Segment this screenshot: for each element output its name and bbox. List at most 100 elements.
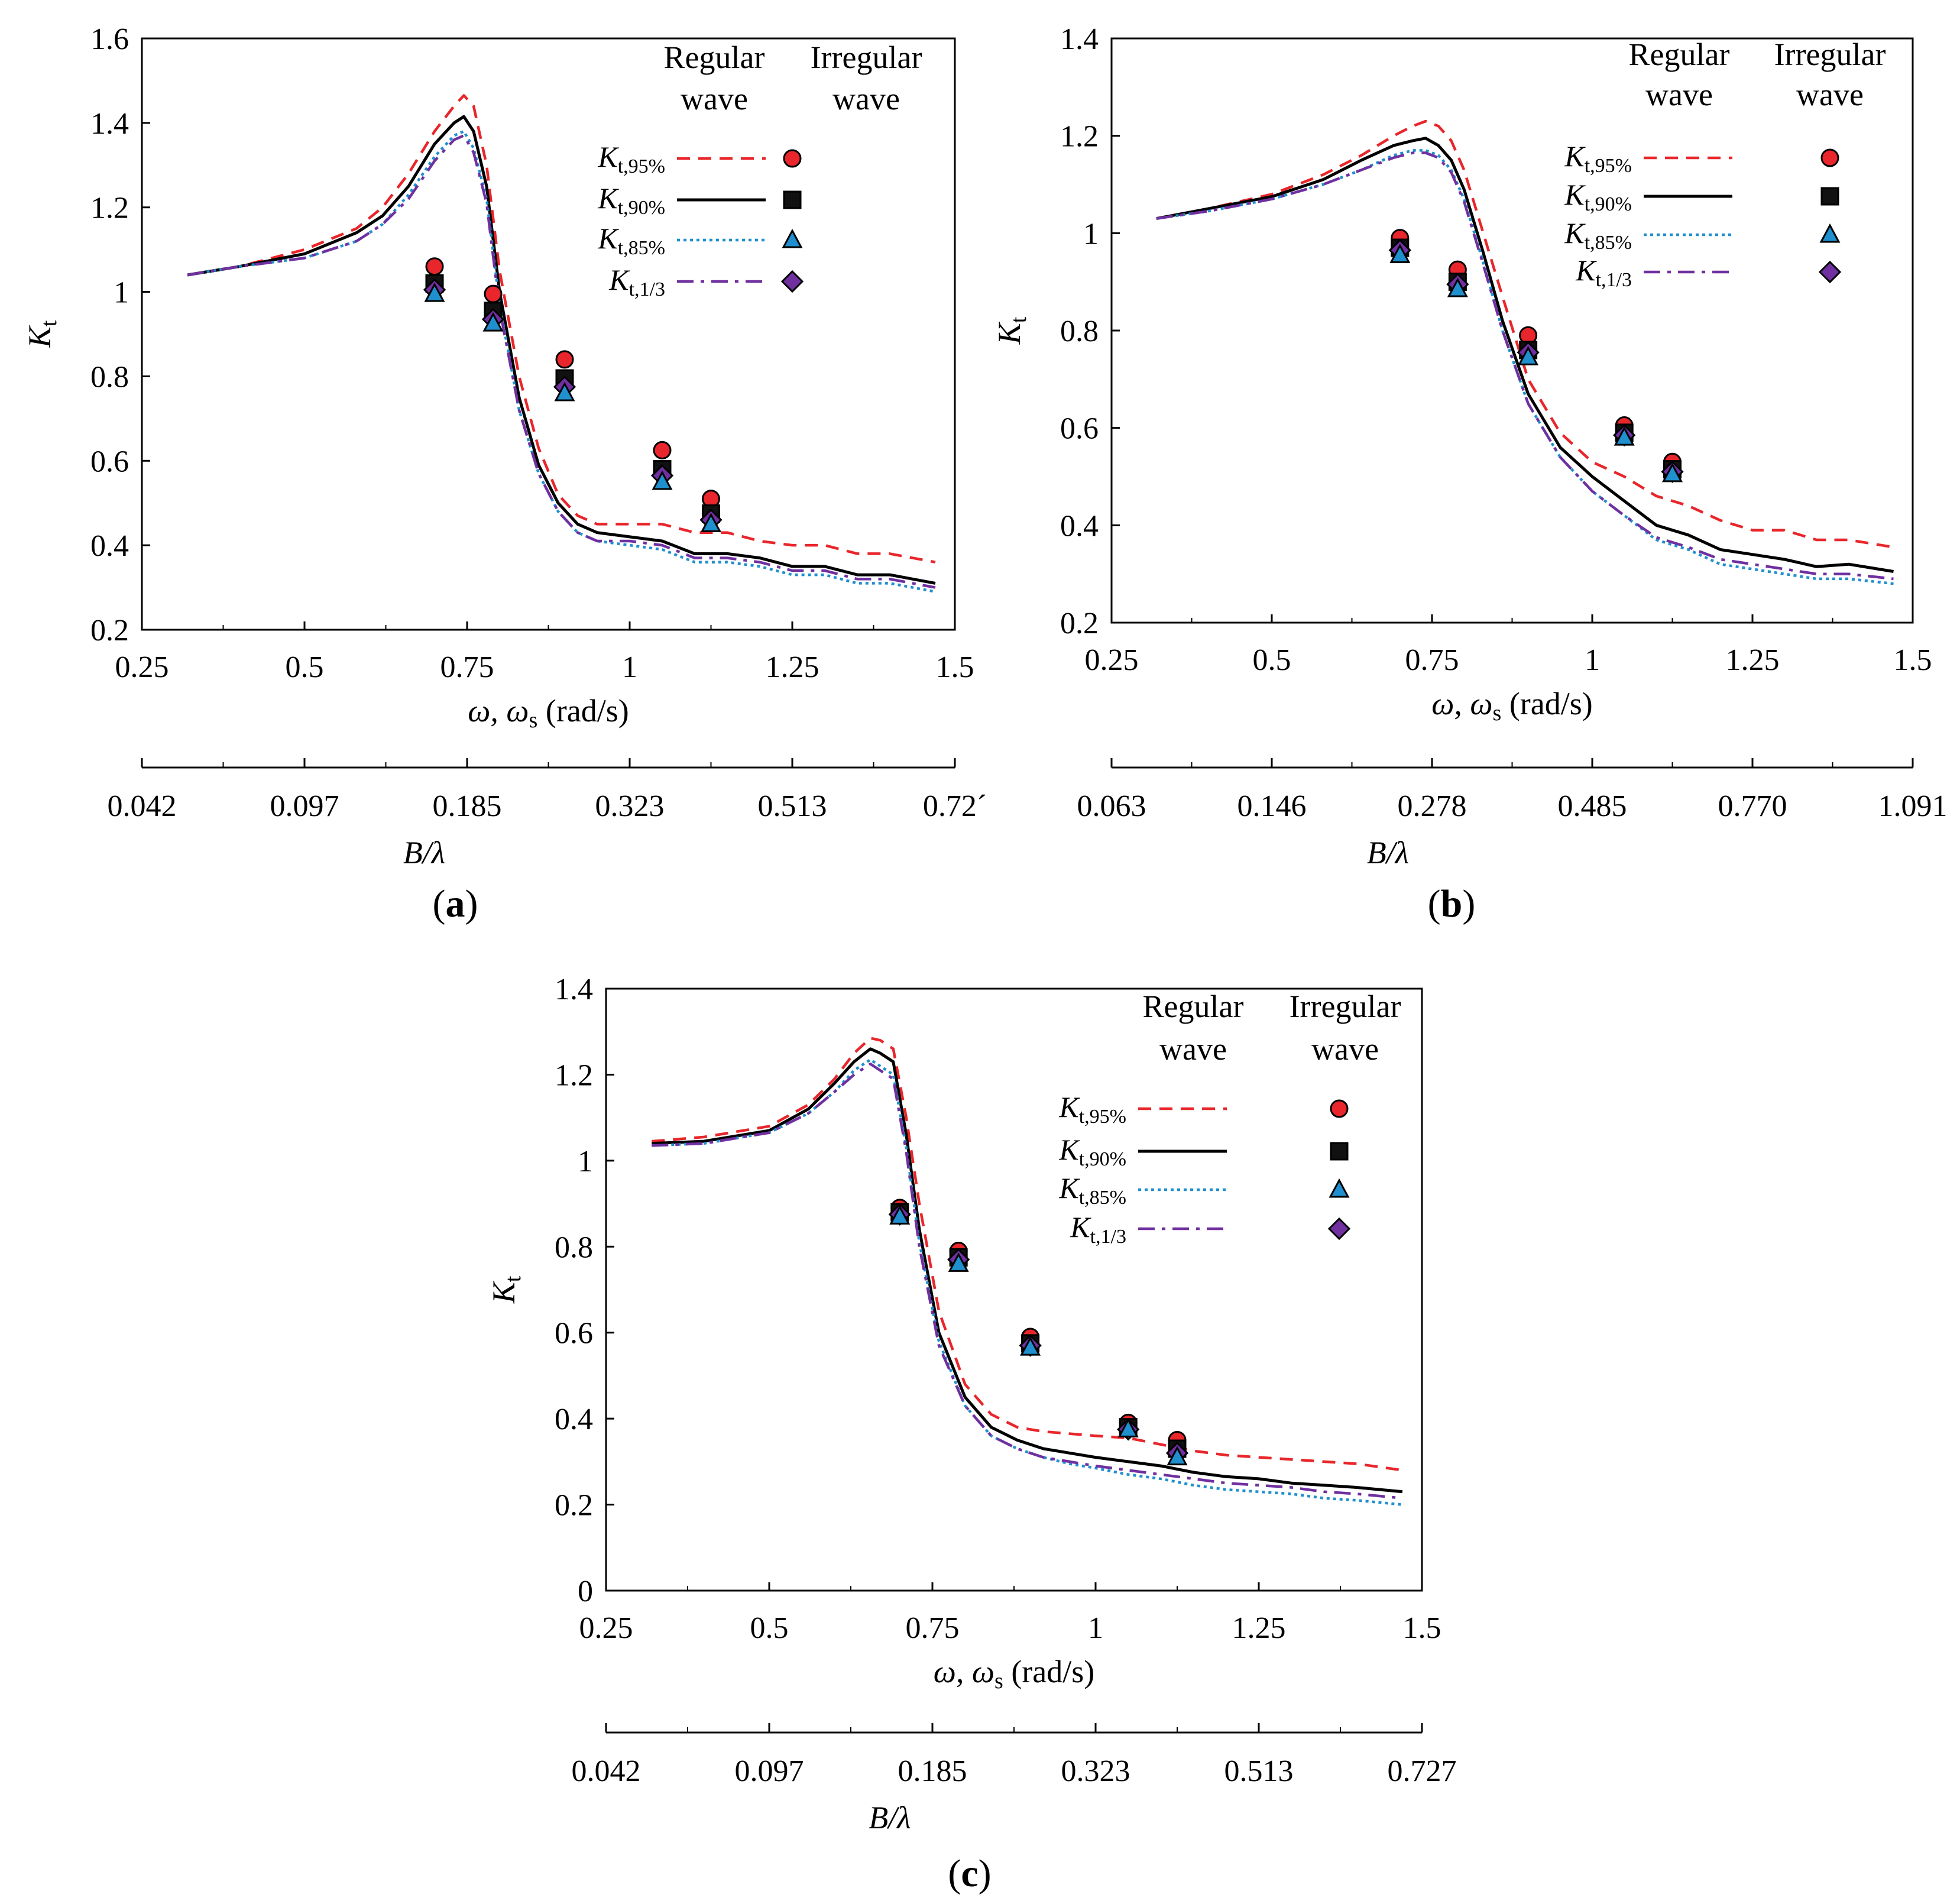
legend-marker-circle bbox=[1820, 148, 1839, 167]
y-tick-label: 1.4 bbox=[1060, 22, 1099, 56]
y-tick-label: 1 bbox=[114, 276, 129, 310]
legend-marker-square bbox=[783, 190, 802, 209]
x-tick-label: 1.5 bbox=[1403, 1611, 1441, 1645]
y-tick-label: 0.4 bbox=[555, 1403, 593, 1436]
plot-frame bbox=[605, 987, 1423, 1592]
y-tick-label: 0.6 bbox=[90, 445, 129, 478]
series-line-kt-85- bbox=[652, 1058, 1403, 1506]
series-line-kt-90- bbox=[1156, 137, 1894, 573]
panel-label: (b) bbox=[1428, 882, 1476, 925]
secondary-x-tick-label: 0.485 bbox=[1558, 789, 1627, 823]
y-tick-label: 0 bbox=[578, 1575, 593, 1608]
legend: RegularwaveIrregularwaveKt,95%Kt,90%Kt,8… bbox=[1564, 37, 1886, 291]
y-axis-title: Kt bbox=[486, 1275, 526, 1304]
y-tick-label: 1.2 bbox=[1060, 120, 1099, 154]
data-point-triangle bbox=[889, 1205, 911, 1225]
legend-marker-circle bbox=[1330, 1099, 1349, 1118]
legend-label: Kt,95% bbox=[597, 140, 665, 177]
y-tick-label: 1.4 bbox=[555, 973, 593, 1006]
legend-label: Kt,1/3 bbox=[1575, 254, 1632, 291]
series-line-kt-95- bbox=[187, 94, 936, 564]
data-point-triangle bbox=[1020, 1336, 1041, 1356]
data-point-triangle bbox=[1518, 346, 1539, 365]
secondary-axis-title: B/λ bbox=[403, 835, 445, 870]
legend-header-irregular: Irregular bbox=[811, 40, 922, 75]
x-axis-title: ω, ωs (rad/s) bbox=[1431, 686, 1593, 726]
legend-header-regular: Regular bbox=[1143, 989, 1244, 1024]
legend: RegularwaveIrregularwaveKt,95%Kt,90%Kt,8… bbox=[1058, 989, 1401, 1248]
legend-label: Kt,95% bbox=[1564, 140, 1632, 177]
y-tick-label: 0.8 bbox=[1060, 315, 1099, 348]
y-axis-title: Kt bbox=[992, 316, 1031, 345]
data-point-triangle bbox=[652, 470, 673, 490]
series-line-kt-85- bbox=[1156, 149, 1894, 585]
secondary-x-tick-label: 0.042 bbox=[572, 1754, 641, 1788]
data-point-triangle bbox=[482, 312, 504, 332]
x-tick-label: 0.5 bbox=[750, 1611, 789, 1645]
legend-marker-diamond bbox=[1818, 260, 1842, 284]
y-tick-label: 0.6 bbox=[555, 1317, 593, 1351]
data-point-circle bbox=[555, 350, 574, 369]
x-tick-label: 0.75 bbox=[906, 1611, 960, 1645]
x-tick-label: 1.25 bbox=[766, 650, 819, 684]
data-point-triangle bbox=[1614, 426, 1635, 446]
data-point-triangle bbox=[948, 1252, 969, 1272]
secondary-x-tick-label: 0.513 bbox=[758, 789, 827, 823]
data-point-triangle bbox=[1661, 462, 1683, 483]
data-point-triangle bbox=[1389, 244, 1411, 263]
data-point-triangle bbox=[554, 381, 575, 401]
secondary-x-tick-label: 0.513 bbox=[1224, 1754, 1294, 1788]
legend-marker-triangle bbox=[782, 228, 803, 248]
series-line-kt-1-3 bbox=[1156, 151, 1894, 581]
legend-marker-diamond bbox=[1327, 1217, 1351, 1241]
x-tick-label: 0.25 bbox=[579, 1611, 633, 1645]
data-point-triangle bbox=[1117, 1418, 1139, 1437]
legend-header-irregular: wave bbox=[832, 81, 900, 116]
secondary-x-tick-label: 0.323 bbox=[1061, 1754, 1130, 1788]
secondary-x-tick-label: 0.146 bbox=[1237, 789, 1307, 823]
legend-header-irregular: Irregular bbox=[1774, 37, 1886, 72]
x-tick-label: 1.5 bbox=[936, 650, 974, 684]
series-line-kt-95- bbox=[1156, 119, 1894, 549]
y-tick-label: 0.2 bbox=[90, 614, 129, 647]
secondary-x-tick-label: 0.72´ bbox=[923, 789, 987, 823]
series-line-kt-1-3 bbox=[652, 1063, 1403, 1500]
legend-label: Kt,90% bbox=[1058, 1133, 1126, 1170]
legend-label: Kt,85% bbox=[597, 222, 665, 259]
series-line-kt-90- bbox=[187, 115, 936, 585]
legend-marker-circle bbox=[783, 149, 802, 168]
secondary-x-tick-label: 0.727 bbox=[1388, 1754, 1457, 1788]
y-tick-label: 0.8 bbox=[555, 1231, 593, 1264]
y-tick-label: 1 bbox=[1083, 217, 1099, 251]
legend-label: Kt,95% bbox=[1058, 1090, 1126, 1128]
series-line-kt-95- bbox=[652, 1037, 1403, 1472]
y-tick-label: 1.6 bbox=[90, 22, 129, 56]
x-tick-label: 1 bbox=[1088, 1611, 1103, 1645]
data-point-triangle bbox=[700, 513, 722, 532]
x-tick-label: 0.25 bbox=[115, 650, 169, 684]
legend-label: Kt,90% bbox=[1564, 178, 1632, 215]
data-point-triangle bbox=[1447, 277, 1468, 297]
x-tick-label: 0.5 bbox=[1253, 643, 1291, 677]
y-tick-label: 1.4 bbox=[90, 107, 129, 141]
data-point-triangle bbox=[424, 282, 445, 302]
secondary-x-tick-label: 0.042 bbox=[108, 789, 177, 823]
secondary-axis: 0.063 0.146 0.278 0.485 0.770 1.091 B/λ bbox=[1077, 758, 1948, 870]
secondary-x-tick-label: 0.278 bbox=[1398, 789, 1467, 823]
secondary-x-tick-label: 0.323 bbox=[595, 789, 665, 823]
x-tick-label: 1.5 bbox=[1894, 643, 1932, 677]
legend-header-irregular: Irregular bbox=[1290, 989, 1401, 1024]
chart-panel-a: 0.25 0.5 0.75 1 1.25 1.5 0.2 0.4 0.6 0.8 1 1.2 1.4 1.… bbox=[22, 22, 987, 925]
series-line-kt-90- bbox=[652, 1047, 1403, 1494]
series-line-kt-1-3 bbox=[187, 134, 936, 589]
data-point-circle bbox=[484, 284, 503, 303]
legend-marker-square bbox=[1820, 187, 1839, 206]
y-tick-label: 0.4 bbox=[1060, 509, 1099, 543]
legend-header-irregular: wave bbox=[1796, 77, 1864, 112]
secondary-axis-title: B/λ bbox=[1367, 835, 1409, 870]
secondary-x-tick-label: 0.185 bbox=[898, 1754, 967, 1788]
secondary-axis: 0.042 0.097 0.185 0.323 0.513 0.727 B/λ bbox=[572, 1723, 1457, 1835]
y-tick-label: 1.2 bbox=[90, 192, 129, 225]
legend-header-regular: wave bbox=[1645, 77, 1713, 112]
